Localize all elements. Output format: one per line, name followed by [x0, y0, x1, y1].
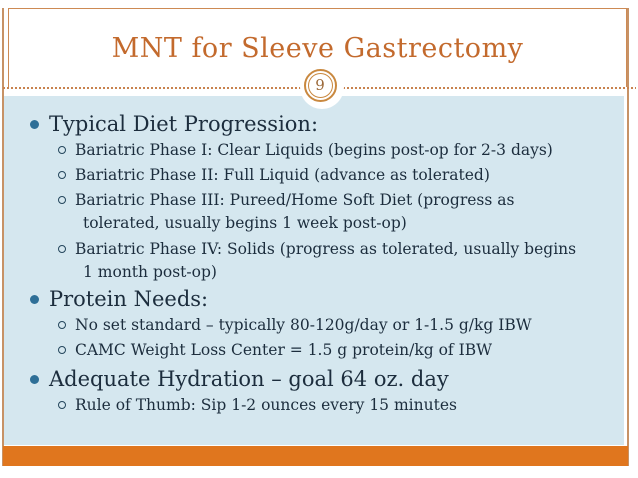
bullet-text: 1 month post-op): [83, 263, 217, 281]
bullet-text: tolerated, usually begins 1 week post-op…: [83, 214, 407, 232]
bullet-text: CAMC Weight Loss Center = 1.5 g protein/…: [75, 341, 493, 359]
bullet-text: Typical Diet Progression:: [49, 112, 319, 136]
bullet-dot-icon: [30, 120, 39, 129]
bullet-circle-icon: [58, 196, 66, 204]
bullet-text: Bariatric Phase I: Clear Liquids (begins…: [75, 141, 553, 159]
bullet-item-level2: Rule of Thumb: Sip 1-2 ounces every 15 m…: [4, 393, 624, 418]
bullet-item-level2: CAMC Weight Loss Center = 1.5 g protein/…: [4, 338, 624, 363]
bullet-circle-icon: [58, 321, 66, 329]
page-number-badge: 9: [300, 65, 344, 109]
bullet-circle-icon: [58, 146, 66, 154]
bullet-item-level2: 1 month post-op): [4, 262, 624, 283]
bullet-item-level2: Bariatric Phase II: Full Liquid (advance…: [4, 163, 624, 188]
bullet-item-level2: Bariatric Phase IV: Solids (progress as …: [4, 237, 624, 262]
left-frame-line: [2, 8, 4, 466]
bullet-dot-icon: [30, 375, 39, 384]
bullet-circle-icon: [58, 346, 66, 354]
bullet-circle-icon: [58, 171, 66, 179]
bullet-text: Adequate Hydration – goal 64 oz. day: [49, 367, 449, 391]
content-panel: Typical Diet Progression: Bariatric Phase…: [4, 96, 624, 445]
bullet-text: No set standard – typically 80-120g/day …: [75, 316, 532, 334]
bottom-bar: [3, 446, 628, 466]
page-number: 9: [315, 76, 325, 94]
bullet-item-level2: Bariatric Phase III: Pureed/Home Soft Di…: [4, 188, 624, 213]
slide-title: MNT for Sleeve Gastrectomy: [111, 32, 524, 64]
page-number-ring-icon: 9: [303, 68, 337, 102]
bullet-text: Rule of Thumb: Sip 1-2 ounces every 15 m…: [75, 396, 457, 414]
bullet-item-level2: No set standard – typically 80-120g/day …: [4, 313, 624, 338]
bullet-dot-icon: [30, 295, 39, 304]
right-frame-line: [627, 8, 629, 466]
bullet-text: Protein Needs:: [49, 287, 209, 311]
bullet-circle-icon: [58, 401, 66, 409]
bullet-text: Bariatric Phase II: Full Liquid (advance…: [75, 166, 490, 184]
bullet-circle-icon: [58, 245, 66, 253]
bullet-item-level2: Bariatric Phase I: Clear Liquids (begins…: [4, 138, 624, 163]
bullet-text: Bariatric Phase III: Pureed/Home Soft Di…: [75, 191, 515, 209]
bullet-item-level1: Adequate Hydration – goal 64 oz. day: [4, 366, 624, 393]
bullet-item-level1: Typical Diet Progression:: [4, 111, 624, 138]
bullet-item-level2: tolerated, usually begins 1 week post-op…: [4, 213, 624, 234]
bullet-list: Typical Diet Progression: Bariatric Phase…: [4, 96, 624, 418]
bullet-item-level1: Protein Needs:: [4, 286, 624, 313]
bullet-text: Bariatric Phase IV: Solids (progress as …: [75, 240, 577, 258]
